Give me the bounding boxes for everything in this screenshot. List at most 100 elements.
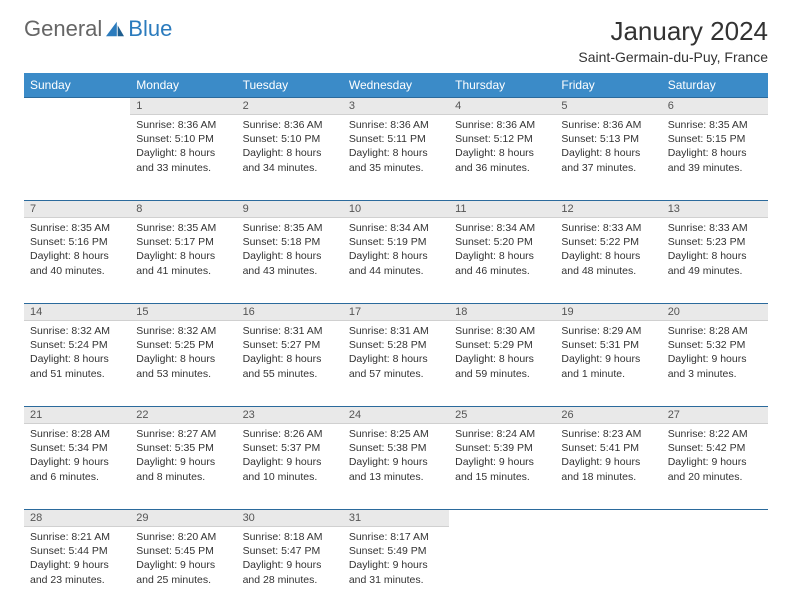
- daylight-text: Daylight: 9 hours and 8 minutes.: [136, 455, 230, 483]
- day-content-cell: Sunrise: 8:36 AMSunset: 5:12 PMDaylight:…: [449, 115, 555, 201]
- daylight-text: Daylight: 8 hours and 49 minutes.: [668, 249, 762, 277]
- days-of-week-row: SundayMondayTuesdayWednesdayThursdayFrid…: [24, 73, 768, 98]
- sunrise-text: Sunrise: 8:35 AM: [668, 118, 762, 132]
- sunset-text: Sunset: 5:44 PM: [30, 544, 124, 558]
- daylight-text: Daylight: 8 hours and 53 minutes.: [136, 352, 230, 380]
- day-number-cell: 3: [343, 98, 449, 115]
- day-number-cell: 7: [24, 201, 130, 218]
- daylight-text: Daylight: 8 hours and 51 minutes.: [30, 352, 124, 380]
- daylight-text: Daylight: 9 hours and 13 minutes.: [349, 455, 443, 483]
- day-number-cell: 16: [237, 304, 343, 321]
- day-content-cell: Sunrise: 8:33 AMSunset: 5:23 PMDaylight:…: [662, 218, 768, 304]
- daylight-text: Daylight: 9 hours and 23 minutes.: [30, 558, 124, 586]
- sunrise-text: Sunrise: 8:30 AM: [455, 324, 549, 338]
- day-content-cell: Sunrise: 8:31 AMSunset: 5:28 PMDaylight:…: [343, 321, 449, 407]
- sunset-text: Sunset: 5:10 PM: [243, 132, 337, 146]
- day-content-cell: Sunrise: 8:28 AMSunset: 5:34 PMDaylight:…: [24, 424, 130, 510]
- day-content-cell: [449, 527, 555, 613]
- sunset-text: Sunset: 5:16 PM: [30, 235, 124, 249]
- sunset-text: Sunset: 5:17 PM: [136, 235, 230, 249]
- day-content-cell: Sunrise: 8:27 AMSunset: 5:35 PMDaylight:…: [130, 424, 236, 510]
- day-content-cell: Sunrise: 8:34 AMSunset: 5:20 PMDaylight:…: [449, 218, 555, 304]
- day-content-cell: Sunrise: 8:36 AMSunset: 5:11 PMDaylight:…: [343, 115, 449, 201]
- sunset-text: Sunset: 5:23 PM: [668, 235, 762, 249]
- day-content-cell: Sunrise: 8:35 AMSunset: 5:17 PMDaylight:…: [130, 218, 236, 304]
- day-number-cell: 6: [662, 98, 768, 115]
- month-title: January 2024: [578, 16, 768, 47]
- daylight-text: Daylight: 9 hours and 25 minutes.: [136, 558, 230, 586]
- sunset-text: Sunset: 5:24 PM: [30, 338, 124, 352]
- sunrise-text: Sunrise: 8:32 AM: [30, 324, 124, 338]
- sunrise-text: Sunrise: 8:31 AM: [349, 324, 443, 338]
- day-content-cell: Sunrise: 8:35 AMSunset: 5:18 PMDaylight:…: [237, 218, 343, 304]
- daylight-text: Daylight: 8 hours and 55 minutes.: [243, 352, 337, 380]
- day-number-row: 78910111213: [24, 201, 768, 218]
- day-content-cell: Sunrise: 8:34 AMSunset: 5:19 PMDaylight:…: [343, 218, 449, 304]
- sunrise-text: Sunrise: 8:33 AM: [561, 221, 655, 235]
- day-of-week-header: Friday: [555, 73, 661, 98]
- sunrise-text: Sunrise: 8:27 AM: [136, 427, 230, 441]
- sunset-text: Sunset: 5:49 PM: [349, 544, 443, 558]
- day-content-cell: Sunrise: 8:18 AMSunset: 5:47 PMDaylight:…: [237, 527, 343, 613]
- location: Saint-Germain-du-Puy, France: [578, 49, 768, 65]
- daylight-text: Daylight: 8 hours and 48 minutes.: [561, 249, 655, 277]
- sunrise-text: Sunrise: 8:29 AM: [561, 324, 655, 338]
- title-block: January 2024 Saint-Germain-du-Puy, Franc…: [578, 16, 768, 65]
- day-number-row: 123456: [24, 98, 768, 115]
- sunrise-text: Sunrise: 8:35 AM: [243, 221, 337, 235]
- sunset-text: Sunset: 5:22 PM: [561, 235, 655, 249]
- day-content-row: Sunrise: 8:32 AMSunset: 5:24 PMDaylight:…: [24, 321, 768, 407]
- sunset-text: Sunset: 5:32 PM: [668, 338, 762, 352]
- day-number-cell: [449, 510, 555, 527]
- day-content-cell: Sunrise: 8:26 AMSunset: 5:37 PMDaylight:…: [237, 424, 343, 510]
- header: General Blue January 2024 Saint-Germain-…: [24, 16, 768, 65]
- sunrise-text: Sunrise: 8:36 AM: [561, 118, 655, 132]
- logo-text-general: General: [24, 16, 102, 42]
- calendar-table: SundayMondayTuesdayWednesdayThursdayFrid…: [24, 73, 768, 613]
- daylight-text: Daylight: 9 hours and 31 minutes.: [349, 558, 443, 586]
- sunrise-text: Sunrise: 8:36 AM: [136, 118, 230, 132]
- sunset-text: Sunset: 5:20 PM: [455, 235, 549, 249]
- sunset-text: Sunset: 5:13 PM: [561, 132, 655, 146]
- day-number-cell: 28: [24, 510, 130, 527]
- sunset-text: Sunset: 5:18 PM: [243, 235, 337, 249]
- day-number-cell: 4: [449, 98, 555, 115]
- daylight-text: Daylight: 9 hours and 10 minutes.: [243, 455, 337, 483]
- logo-sail-icon: [104, 20, 126, 38]
- daylight-text: Daylight: 9 hours and 1 minute.: [561, 352, 655, 380]
- daylight-text: Daylight: 9 hours and 28 minutes.: [243, 558, 337, 586]
- sunset-text: Sunset: 5:37 PM: [243, 441, 337, 455]
- day-number-cell: 18: [449, 304, 555, 321]
- sunrise-text: Sunrise: 8:34 AM: [455, 221, 549, 235]
- sunrise-text: Sunrise: 8:36 AM: [243, 118, 337, 132]
- day-number-cell: 26: [555, 407, 661, 424]
- day-number-cell: 25: [449, 407, 555, 424]
- sunset-text: Sunset: 5:12 PM: [455, 132, 549, 146]
- sunset-text: Sunset: 5:29 PM: [455, 338, 549, 352]
- sunset-text: Sunset: 5:31 PM: [561, 338, 655, 352]
- day-content-row: Sunrise: 8:35 AM Sunset: 5:16 PM Daylight:…: [24, 218, 768, 304]
- sunset-text: Sunset: 5:41 PM: [561, 441, 655, 455]
- sunset-text: Sunset: 5:39 PM: [455, 441, 549, 455]
- daylight-text: Daylight: 8 hours and 39 minutes.: [668, 146, 762, 174]
- daylight-text: Daylight: 8 hours and 59 minutes.: [455, 352, 549, 380]
- day-number-cell: [555, 510, 661, 527]
- day-number-row: 14151617181920: [24, 304, 768, 321]
- day-number-cell: 21: [24, 407, 130, 424]
- day-number-row: 28293031: [24, 510, 768, 527]
- sunrise-text: Sunrise: 8:24 AM: [455, 427, 549, 441]
- daylight-text: Daylight: 9 hours and 15 minutes.: [455, 455, 549, 483]
- sunrise-text: Sunrise: 8:31 AM: [243, 324, 337, 338]
- sunrise-text: Sunrise: 8:25 AM: [349, 427, 443, 441]
- sunset-text: Sunset: 5:28 PM: [349, 338, 443, 352]
- day-number-row: 21222324252627: [24, 407, 768, 424]
- day-number-cell: 19: [555, 304, 661, 321]
- day-content-cell: Sunrise: 8:35 AMSunset: 5:16 PMDaylight:…: [24, 218, 130, 304]
- day-number-cell: 9: [237, 201, 343, 218]
- day-content-cell: [555, 527, 661, 613]
- day-number-cell: 15: [130, 304, 236, 321]
- day-content-cell: Sunrise: 8:36 AMSunset: 5:13 PMDaylight:…: [555, 115, 661, 201]
- daylight-text: Daylight: 8 hours and 46 minutes.: [455, 249, 549, 277]
- day-content-cell: Sunrise: 8:17 AMSunset: 5:49 PMDaylight:…: [343, 527, 449, 613]
- day-content-cell: Sunrise: 8:36 AMSunset: 5:10 PMDaylight:…: [130, 115, 236, 201]
